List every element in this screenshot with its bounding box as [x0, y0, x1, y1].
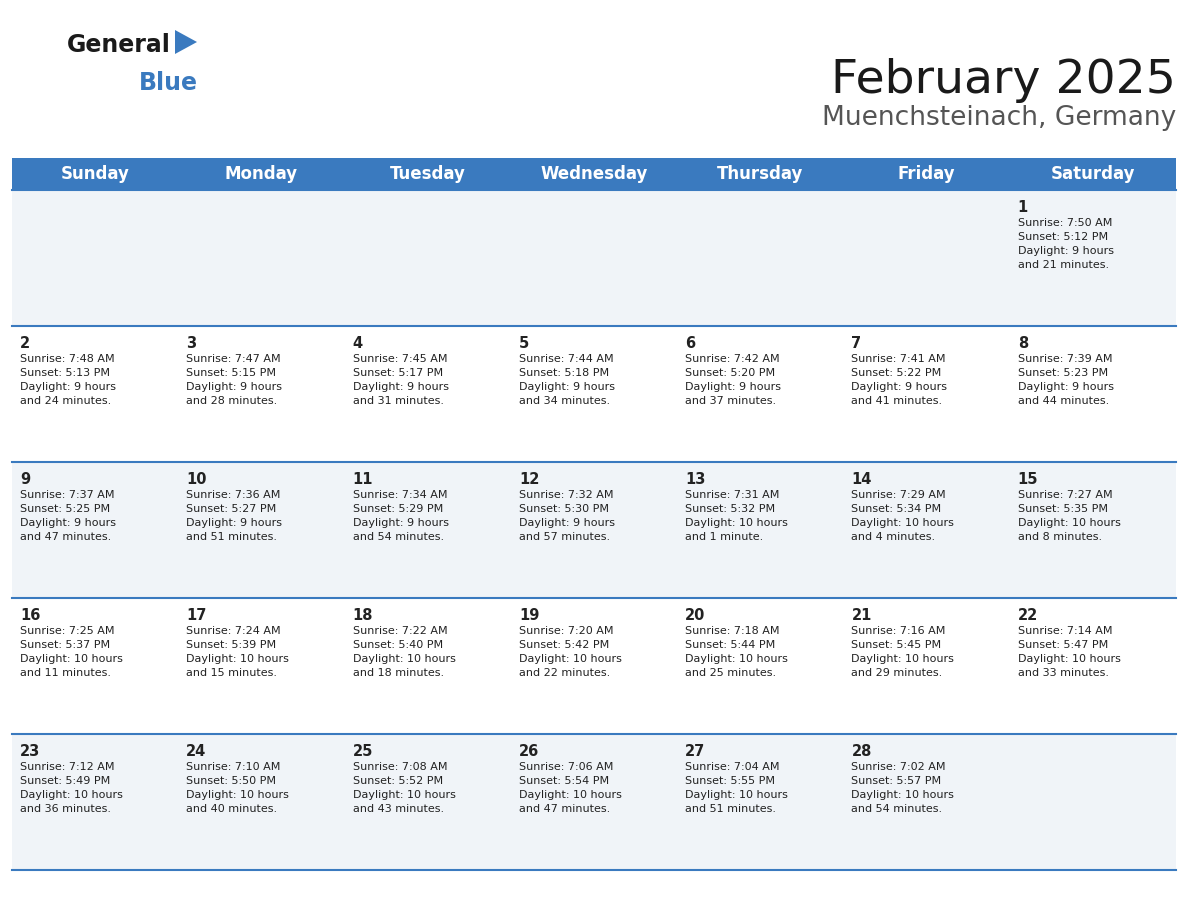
Text: Sunrise: 7:34 AM
Sunset: 5:29 PM
Daylight: 9 hours
and 54 minutes.: Sunrise: 7:34 AM Sunset: 5:29 PM Dayligh… — [353, 490, 449, 542]
Text: 28: 28 — [852, 744, 872, 759]
Text: 21: 21 — [852, 608, 872, 623]
Text: 12: 12 — [519, 472, 539, 487]
Text: 9: 9 — [20, 472, 30, 487]
Text: 17: 17 — [187, 608, 207, 623]
Bar — [12, 190, 1176, 326]
Text: Wednesday: Wednesday — [541, 165, 647, 183]
Text: 15: 15 — [1018, 472, 1038, 487]
Text: Saturday: Saturday — [1050, 165, 1135, 183]
Bar — [12, 598, 1176, 734]
Text: Muenchsteinach, Germany: Muenchsteinach, Germany — [822, 105, 1176, 131]
Text: Sunrise: 7:44 AM
Sunset: 5:18 PM
Daylight: 9 hours
and 34 minutes.: Sunrise: 7:44 AM Sunset: 5:18 PM Dayligh… — [519, 354, 615, 406]
Text: Sunrise: 7:20 AM
Sunset: 5:42 PM
Daylight: 10 hours
and 22 minutes.: Sunrise: 7:20 AM Sunset: 5:42 PM Dayligh… — [519, 626, 621, 678]
Bar — [12, 158, 1176, 190]
Text: 1: 1 — [1018, 200, 1028, 215]
Text: 27: 27 — [685, 744, 706, 759]
Text: Sunrise: 7:39 AM
Sunset: 5:23 PM
Daylight: 9 hours
and 44 minutes.: Sunrise: 7:39 AM Sunset: 5:23 PM Dayligh… — [1018, 354, 1113, 406]
Text: 16: 16 — [20, 608, 40, 623]
Text: 22: 22 — [1018, 608, 1038, 623]
Bar — [12, 462, 1176, 598]
Text: Sunrise: 7:06 AM
Sunset: 5:54 PM
Daylight: 10 hours
and 47 minutes.: Sunrise: 7:06 AM Sunset: 5:54 PM Dayligh… — [519, 762, 621, 814]
Text: Sunrise: 7:48 AM
Sunset: 5:13 PM
Daylight: 9 hours
and 24 minutes.: Sunrise: 7:48 AM Sunset: 5:13 PM Dayligh… — [20, 354, 116, 406]
Text: 7: 7 — [852, 336, 861, 351]
Text: Monday: Monday — [225, 165, 298, 183]
Text: Sunrise: 7:18 AM
Sunset: 5:44 PM
Daylight: 10 hours
and 25 minutes.: Sunrise: 7:18 AM Sunset: 5:44 PM Dayligh… — [685, 626, 788, 678]
Text: Sunrise: 7:42 AM
Sunset: 5:20 PM
Daylight: 9 hours
and 37 minutes.: Sunrise: 7:42 AM Sunset: 5:20 PM Dayligh… — [685, 354, 782, 406]
Text: Sunrise: 7:41 AM
Sunset: 5:22 PM
Daylight: 9 hours
and 41 minutes.: Sunrise: 7:41 AM Sunset: 5:22 PM Dayligh… — [852, 354, 947, 406]
Text: February 2025: February 2025 — [832, 58, 1176, 103]
Text: Sunrise: 7:27 AM
Sunset: 5:35 PM
Daylight: 10 hours
and 8 minutes.: Sunrise: 7:27 AM Sunset: 5:35 PM Dayligh… — [1018, 490, 1120, 542]
Text: Sunrise: 7:24 AM
Sunset: 5:39 PM
Daylight: 10 hours
and 15 minutes.: Sunrise: 7:24 AM Sunset: 5:39 PM Dayligh… — [187, 626, 289, 678]
Text: Sunrise: 7:50 AM
Sunset: 5:12 PM
Daylight: 9 hours
and 21 minutes.: Sunrise: 7:50 AM Sunset: 5:12 PM Dayligh… — [1018, 218, 1113, 270]
Text: 24: 24 — [187, 744, 207, 759]
Text: 2: 2 — [20, 336, 30, 351]
Text: 3: 3 — [187, 336, 196, 351]
Text: General: General — [67, 33, 171, 57]
Text: 13: 13 — [685, 472, 706, 487]
Text: Sunrise: 7:14 AM
Sunset: 5:47 PM
Daylight: 10 hours
and 33 minutes.: Sunrise: 7:14 AM Sunset: 5:47 PM Dayligh… — [1018, 626, 1120, 678]
Text: Sunrise: 7:22 AM
Sunset: 5:40 PM
Daylight: 10 hours
and 18 minutes.: Sunrise: 7:22 AM Sunset: 5:40 PM Dayligh… — [353, 626, 455, 678]
Text: Sunrise: 7:10 AM
Sunset: 5:50 PM
Daylight: 10 hours
and 40 minutes.: Sunrise: 7:10 AM Sunset: 5:50 PM Dayligh… — [187, 762, 289, 814]
Text: Sunrise: 7:04 AM
Sunset: 5:55 PM
Daylight: 10 hours
and 51 minutes.: Sunrise: 7:04 AM Sunset: 5:55 PM Dayligh… — [685, 762, 788, 814]
Text: 20: 20 — [685, 608, 706, 623]
Text: Sunrise: 7:31 AM
Sunset: 5:32 PM
Daylight: 10 hours
and 1 minute.: Sunrise: 7:31 AM Sunset: 5:32 PM Dayligh… — [685, 490, 788, 542]
Text: Sunrise: 7:12 AM
Sunset: 5:49 PM
Daylight: 10 hours
and 36 minutes.: Sunrise: 7:12 AM Sunset: 5:49 PM Dayligh… — [20, 762, 122, 814]
Text: 10: 10 — [187, 472, 207, 487]
Text: Tuesday: Tuesday — [390, 165, 466, 183]
Text: 26: 26 — [519, 744, 539, 759]
Text: 11: 11 — [353, 472, 373, 487]
Text: 19: 19 — [519, 608, 539, 623]
Text: 6: 6 — [685, 336, 695, 351]
Text: Sunrise: 7:29 AM
Sunset: 5:34 PM
Daylight: 10 hours
and 4 minutes.: Sunrise: 7:29 AM Sunset: 5:34 PM Dayligh… — [852, 490, 954, 542]
Text: 8: 8 — [1018, 336, 1028, 351]
Text: Sunrise: 7:25 AM
Sunset: 5:37 PM
Daylight: 10 hours
and 11 minutes.: Sunrise: 7:25 AM Sunset: 5:37 PM Dayligh… — [20, 626, 122, 678]
Text: Sunrise: 7:45 AM
Sunset: 5:17 PM
Daylight: 9 hours
and 31 minutes.: Sunrise: 7:45 AM Sunset: 5:17 PM Dayligh… — [353, 354, 449, 406]
Polygon shape — [175, 30, 197, 54]
Text: 14: 14 — [852, 472, 872, 487]
Text: Sunrise: 7:08 AM
Sunset: 5:52 PM
Daylight: 10 hours
and 43 minutes.: Sunrise: 7:08 AM Sunset: 5:52 PM Dayligh… — [353, 762, 455, 814]
Text: 25: 25 — [353, 744, 373, 759]
Bar — [12, 734, 1176, 870]
Text: Sunrise: 7:36 AM
Sunset: 5:27 PM
Daylight: 9 hours
and 51 minutes.: Sunrise: 7:36 AM Sunset: 5:27 PM Dayligh… — [187, 490, 283, 542]
Text: Sunrise: 7:32 AM
Sunset: 5:30 PM
Daylight: 9 hours
and 57 minutes.: Sunrise: 7:32 AM Sunset: 5:30 PM Dayligh… — [519, 490, 615, 542]
Text: 5: 5 — [519, 336, 529, 351]
Text: Thursday: Thursday — [718, 165, 803, 183]
Text: Blue: Blue — [139, 71, 198, 95]
Text: 4: 4 — [353, 336, 362, 351]
Text: 18: 18 — [353, 608, 373, 623]
Bar — [12, 326, 1176, 462]
Text: Sunrise: 7:37 AM
Sunset: 5:25 PM
Daylight: 9 hours
and 47 minutes.: Sunrise: 7:37 AM Sunset: 5:25 PM Dayligh… — [20, 490, 116, 542]
Text: Friday: Friday — [898, 165, 955, 183]
Text: 23: 23 — [20, 744, 40, 759]
Text: Sunrise: 7:47 AM
Sunset: 5:15 PM
Daylight: 9 hours
and 28 minutes.: Sunrise: 7:47 AM Sunset: 5:15 PM Dayligh… — [187, 354, 283, 406]
Text: Sunrise: 7:16 AM
Sunset: 5:45 PM
Daylight: 10 hours
and 29 minutes.: Sunrise: 7:16 AM Sunset: 5:45 PM Dayligh… — [852, 626, 954, 678]
Text: Sunday: Sunday — [61, 165, 129, 183]
Text: Sunrise: 7:02 AM
Sunset: 5:57 PM
Daylight: 10 hours
and 54 minutes.: Sunrise: 7:02 AM Sunset: 5:57 PM Dayligh… — [852, 762, 954, 814]
